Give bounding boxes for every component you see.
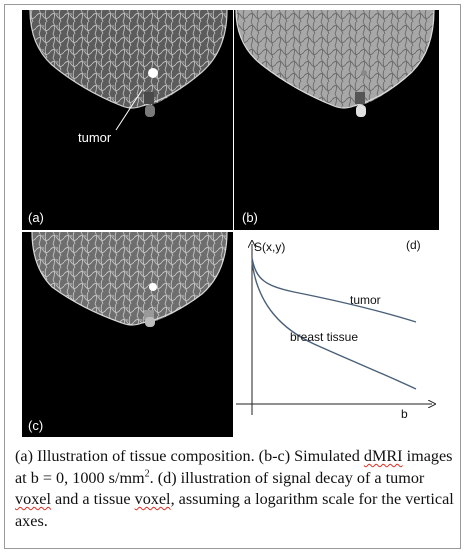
panel-c-label: (c) [28, 418, 44, 433]
caption-part-5: , assuming a logarithm scale for the ver… [15, 490, 454, 530]
panel-c-dmri-b1000: (c) [22, 232, 233, 437]
caption-part-3: . (d) illustration of signal decay of a … [149, 468, 425, 487]
figure-caption: (a) Illustration of tissue composition. … [15, 446, 455, 532]
series-label-tumor: tumor [350, 293, 381, 307]
panel-a-label: (a) [28, 210, 44, 225]
breast-image-b [235, 10, 435, 117]
caption-dmri: dMRI [363, 447, 403, 465]
x-axis-label: b [401, 407, 408, 421]
tumor-annotation: tumor [78, 130, 112, 145]
breast-image-a [29, 10, 228, 131]
series-breast-tissue-line [251, 261, 417, 390]
panel-b-dmri-b0: (b) [234, 10, 439, 230]
caption-part-4: and a tissue [50, 490, 135, 508]
series-tumor-line [251, 257, 417, 323]
breast-image-c [31, 232, 228, 327]
tumor-spot [148, 68, 158, 78]
series-label-breast-tissue: breast tissue [290, 330, 359, 344]
caption-part-2: images at b = 0, 1000 s/mm [15, 447, 453, 487]
caption-superscript: 2 [144, 468, 150, 480]
panel-b-label: (b) [242, 210, 258, 225]
caption-voxel-2: voxel [134, 490, 171, 508]
y-axis-label: S(x,y) [254, 240, 286, 254]
decay-plot [236, 232, 439, 415]
caption-part-1: (a) Illustration of tissue composition. … [15, 447, 364, 465]
panel-d-label: (d) [406, 238, 421, 252]
panel-a-tissue-composition: tumor (a) [22, 10, 233, 230]
panel-d-signal-decay-chart: S(x,y) (d) tumor breast tissue b [234, 232, 439, 437]
caption-voxel-1: voxel [15, 490, 51, 508]
